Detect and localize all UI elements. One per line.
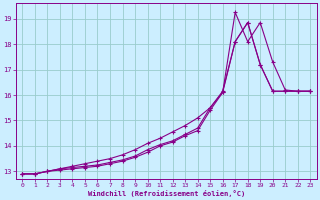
X-axis label: Windchill (Refroidissement éolien,°C): Windchill (Refroidissement éolien,°C) — [88, 190, 245, 197]
